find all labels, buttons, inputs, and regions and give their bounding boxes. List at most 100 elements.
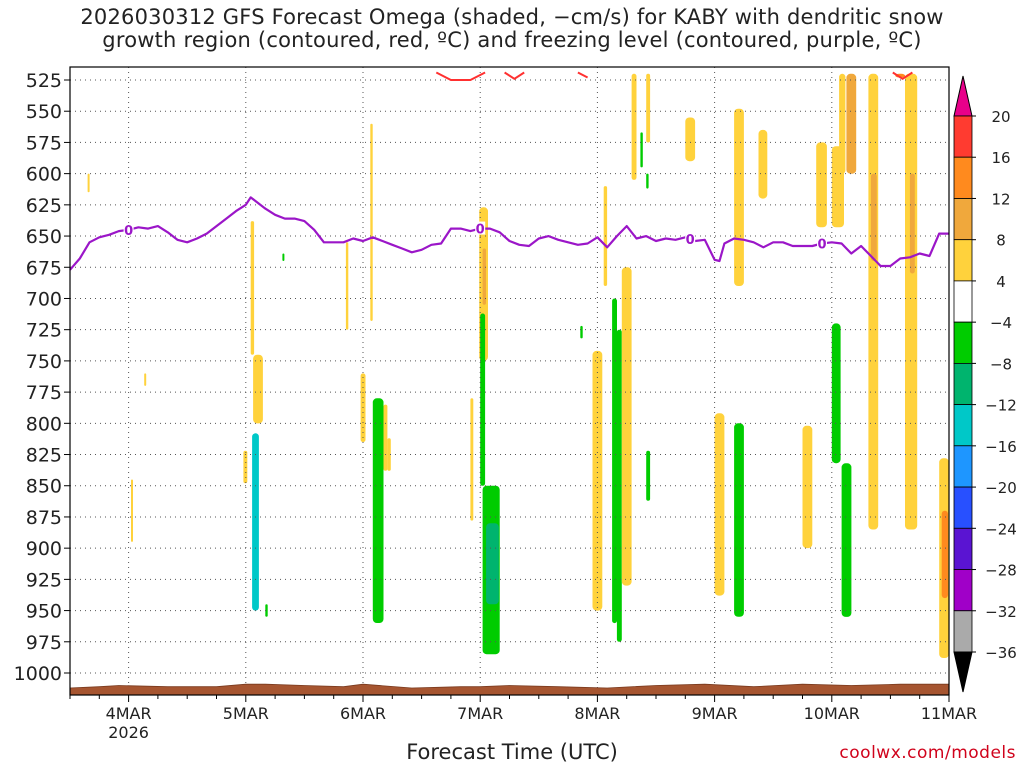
colorbar-box-6: [953, 362, 973, 405]
colorbar-box-1: [953, 156, 973, 199]
y-tick-label-875: 875: [26, 507, 62, 529]
omega-region-43: [841, 463, 852, 617]
x-tick-label-9MAR: 9MAR: [692, 704, 738, 723]
colorbar-label-1: 16: [991, 149, 1010, 167]
omega-region-37: [802, 425, 813, 549]
colorbar-box-9: [953, 486, 973, 529]
y-tick-label-950: 950: [26, 601, 62, 623]
dgz-contour-segment-1: [504, 71, 525, 80]
colorbar-box-2: [953, 198, 973, 241]
freezing-level-label-2: 0: [686, 233, 695, 248]
omega-region-32: [685, 117, 696, 162]
omega-region-29: [646, 73, 651, 143]
y-tick-label-975: 975: [26, 632, 62, 654]
y-tick-label-925: 925: [26, 569, 62, 591]
freezing-label-bg-2: [685, 232, 696, 246]
x-tick-label-10MAR: 10MAR: [804, 704, 860, 723]
omega-shading-layer: [87, 73, 949, 658]
x-tick-label-4MAR: 4MAR: [106, 704, 152, 723]
omega-region-48: [909, 173, 915, 274]
y-tick-label-750: 750: [26, 351, 62, 373]
colorbar-label-4: 4: [996, 273, 1006, 291]
omega-region-33: [714, 413, 725, 596]
omega-region-45: [870, 173, 877, 261]
terrain-fill: [69, 683, 950, 696]
y-tick-label-1000: 1000: [14, 663, 62, 685]
colorbar-label-7: −12: [985, 397, 1017, 415]
omega-region-26: [631, 73, 637, 180]
omega-region-13: [387, 438, 391, 471]
colorbar-label-13: −36: [985, 644, 1017, 662]
colorbar-label-12: −32: [985, 603, 1017, 621]
omega-region-41: [846, 73, 857, 174]
omega-region-11: [370, 123, 373, 321]
omega-region-14: [372, 398, 384, 623]
y-tick-label-625: 625: [26, 195, 62, 217]
y-tick-label-675: 675: [26, 257, 62, 279]
colorbar-box-0: [953, 115, 973, 158]
freezing-label-bg-1: [475, 221, 486, 235]
colorbar-label-10: −24: [985, 520, 1017, 538]
omega-region-12: [383, 404, 388, 471]
omega-region-28: [646, 173, 649, 189]
y-axis: 525 550 575 600 625 650 675 700 725 750 775 800 825 8…: [14, 70, 70, 685]
colorbar-box-5: [953, 321, 973, 364]
omega-region-36: [758, 129, 768, 199]
omega-region-27: [640, 132, 643, 168]
omega-region-23: [612, 298, 617, 624]
x-tick-label-5MAR: 5MAR: [223, 704, 269, 723]
chart-title-line-1: 2026030312 GFS Forecast Omega (shaded, −…: [80, 5, 944, 29]
freezing-level-layer: 0 0 0 0: [69, 196, 949, 271]
dgz-contour-segment-0: [435, 71, 486, 81]
omega-region-39: [831, 323, 841, 464]
omega-region-38: [816, 142, 827, 228]
omega-region-4: [250, 221, 255, 355]
omega-region-1: [144, 373, 147, 386]
colorbar: 20 16 12 8 4 −4 −8 −12 −16 −20 −24 −28 −32 −36: [953, 75, 1017, 693]
colorbar-box-4: [953, 280, 973, 323]
y-tick-label-700: 700: [26, 288, 62, 310]
colorbar-label-5: −4: [990, 314, 1012, 332]
omega-region-21: [592, 350, 603, 611]
dgz-contour-segment-3: [892, 71, 913, 80]
y-tick-label-775: 775: [26, 382, 62, 404]
colorbar-box-12: [953, 610, 973, 653]
y-tick-label-650: 650: [26, 226, 62, 248]
colorbar-box-10: [953, 527, 973, 570]
freezing-label-bg-0: [123, 222, 134, 236]
omega-region-6: [252, 433, 259, 611]
omega-region-5: [253, 354, 263, 424]
colorbar-label-9: −20: [985, 479, 1017, 497]
omega-region-25: [621, 267, 632, 586]
y-tick-label-850: 850: [26, 476, 62, 498]
y-tick-label-825: 825: [26, 445, 62, 467]
omega-region-30: [646, 450, 651, 501]
x-axis-title: Forecast Time (UTC): [406, 740, 618, 764]
y-tick-label-550: 550: [26, 101, 62, 123]
y-tick-label-900: 900: [26, 538, 62, 560]
colorbar-box-11: [953, 569, 973, 612]
colorbar-label-3: 8: [996, 232, 1006, 250]
omega-region-18: [480, 313, 486, 486]
y-tick-label-800: 800: [26, 413, 62, 435]
y-tick-label-725: 725: [26, 320, 62, 342]
freezing-level-label-0: 0: [124, 224, 133, 239]
omega-region-44: [868, 73, 879, 530]
freezing-label-bg-3: [817, 236, 828, 250]
terrain-layer: [69, 683, 950, 696]
colorbar-bottom-triangle: [953, 651, 973, 693]
colorbar-label-0: 20: [991, 108, 1010, 126]
x-tick-label-6MAR: 6MAR: [340, 704, 386, 723]
x-tick-label-7MAR: 7MAR: [457, 704, 503, 723]
freezing-level-label-3: 0: [818, 238, 827, 253]
credit-text[interactable]: coolwx.com/models: [839, 743, 1016, 763]
colorbar-label-6: −8: [990, 355, 1012, 373]
omega-region-15: [470, 398, 474, 521]
omega-region-0: [87, 173, 90, 193]
omega-region-42: [831, 146, 844, 228]
x-tick-label-11MAR: 11MAR: [921, 704, 977, 723]
omega-region-31: [580, 325, 583, 339]
x-tick-sublabel-4MAR: 2026: [108, 723, 149, 742]
